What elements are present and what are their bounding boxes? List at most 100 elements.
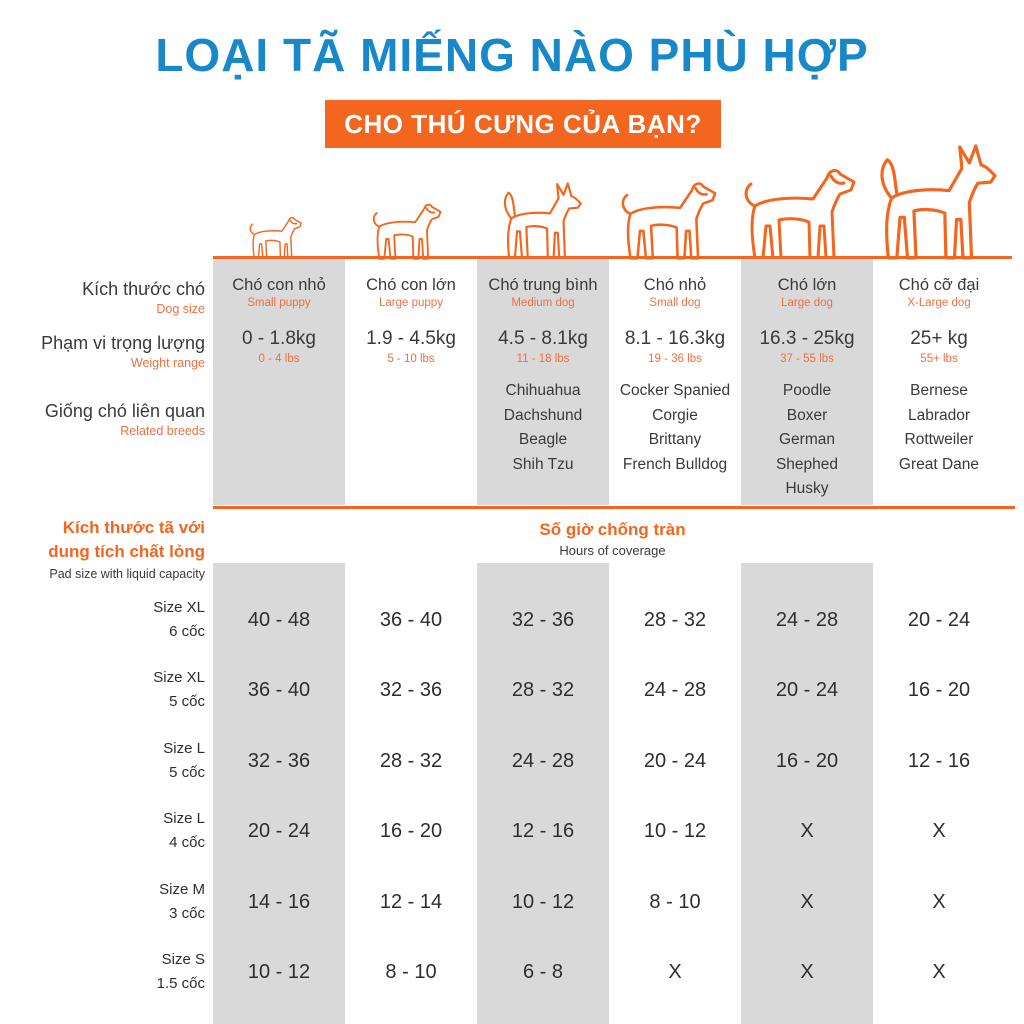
hours-value-cell: 12 - 16 [511, 819, 575, 842]
hours-value-cell: X [668, 960, 682, 983]
weight-range-kg: 8.1 - 16.3kg [624, 328, 726, 349]
pad-row-label: Size L 5 cốc [0, 726, 205, 796]
breed-name: French Bulldog [622, 455, 728, 473]
pad-row: Size S 1.5 cốc 10 - 12 8 - 10 6 - 8 X X X [0, 937, 1024, 1007]
row-label-dog-size: Kích thước chó Dog size [0, 278, 205, 318]
pad-size-heading-en: Pad size with liquid capacity [49, 567, 205, 581]
hours-value-cell: 10 - 12 [643, 819, 707, 842]
pad-row-label: Size M 3 cốc [0, 867, 205, 937]
pad-row: Size XL 6 cốc 40 - 48 36 - 40 32 - 36 28 - 32… [0, 585, 1024, 655]
dog-size-name-vi: Chó con lớn [366, 276, 456, 294]
breed-list: Cocker Spanied Corgie Brittany French Bulld… [609, 379, 741, 477]
ground-line [213, 256, 1012, 259]
dog-size-column: Chó trung bình Medium dog 4.5 - 8.1kg 11 - … [477, 259, 609, 505]
hours-value-cell: 20 - 24 [907, 608, 971, 631]
row-label-related-breeds-en: Related breeds [120, 424, 205, 438]
breed-name: Shephed [775, 455, 839, 473]
hours-value-cell: 28 - 32 [643, 608, 707, 631]
weight-range-lbs: 0 - 4 lbs [258, 353, 300, 365]
dog-size-column: Chó con lớn Large puppy 1.9 - 4.5kg 5 - 10 … [345, 259, 477, 505]
hours-value-cell: 8 - 10 [649, 890, 701, 913]
breed-name: Brittany [648, 431, 702, 448]
dog-outline-icon [249, 217, 302, 260]
weight-range-kg: 1.9 - 4.5kg [366, 328, 456, 349]
hours-value-cell: 36 - 40 [247, 678, 311, 701]
hours-heading: Số giờ chống tràn Hours of coverage [213, 519, 1012, 560]
breed-name: Corgie [652, 406, 698, 424]
dog-size-column: Chó con nhỏ Small puppy 0 - 1.8kg 0 - 4 lbs [213, 259, 345, 505]
breed-name: Chihuahua [505, 382, 581, 399]
pad-cups-label: 5 cốc [169, 693, 205, 710]
pad-size-heading-vi-line2: dung tích chất lỏng [48, 542, 205, 561]
hours-value-cell: 10 - 12 [247, 960, 311, 983]
breed-name: Labrador [907, 406, 971, 424]
pad-cups-label: 6 cốc [169, 623, 205, 640]
dog-size-name-en: Small dog [649, 297, 701, 309]
hours-value-cell: 16 - 20 [775, 749, 839, 772]
pad-row-label: Size XL 5 cốc [0, 655, 205, 725]
weight-range-lbs: 11 - 18 lbs [516, 353, 570, 365]
hours-value-cell: 28 - 32 [379, 749, 443, 772]
hours-value-cell: 32 - 36 [379, 678, 443, 701]
hours-value-cell: 16 - 20 [379, 819, 443, 842]
breed-list: Poodle Boxer German Shephed Husky [741, 379, 873, 502]
shaded-stripe [477, 563, 609, 1024]
pad-size-heading-vi-line1: Kích thước tã với [62, 518, 205, 537]
hours-value-cell: 12 - 14 [379, 890, 443, 913]
hours-value-cell: 36 - 40 [379, 608, 443, 631]
pad-row-label: Size L 4 cốc [0, 796, 205, 866]
row-label-dog-size-en: Dog size [156, 302, 205, 316]
hours-value-cell: 14 - 16 [247, 890, 311, 913]
pad-size-label: Size XL [153, 599, 205, 616]
weight-range-lbs: 37 - 55 lbs [780, 353, 834, 365]
breed-name: Cocker Spanied [619, 382, 731, 399]
hours-value-cell: 6 - 8 [522, 960, 564, 983]
breed-name: Rottweiler [904, 431, 974, 448]
shaded-stripe [741, 563, 873, 1024]
breed-list: Bernese Labrador Rottweiler Great Dane [873, 379, 1005, 477]
page-title: LOẠI TÃ MIẾNG NÀO PHÙ HỢP [155, 29, 869, 81]
hours-heading-vi: Số giờ chống tràn [539, 520, 686, 539]
pad-size-label: Size L [163, 740, 205, 757]
hours-value-cell: 40 - 48 [247, 608, 311, 631]
dog-size-column: Chó lớn Large dog 16.3 - 25kg 37 - 55 lbs Po… [741, 259, 873, 505]
dog-outline-icon [744, 169, 856, 260]
row-label-related-breeds: Giống chó liên quan Related breeds [0, 400, 205, 440]
section-divider-line [213, 506, 1015, 509]
breed-name: Great Dane [898, 455, 980, 473]
hours-value-cell: X [800, 890, 814, 913]
hours-value-cell: 28 - 32 [511, 678, 575, 701]
hours-value-cell: X [932, 819, 946, 842]
dog-outline-icon [879, 144, 997, 260]
pad-row: Size XL 5 cốc 36 - 40 32 - 36 28 - 32 24 - 28… [0, 655, 1024, 725]
hours-value-cell: 24 - 28 [775, 608, 839, 631]
pad-size-label: Size S [161, 951, 205, 968]
hours-value-cell: X [800, 960, 814, 983]
dog-size-name-vi: Chó trung bình [488, 276, 598, 294]
row-label-related-breeds-vi: Giống chó liên quan [44, 401, 205, 421]
subtitle-banner: CHO THÚ CƯNG CỦA BẠN? [325, 100, 721, 148]
breed-name: Shih Tzu [512, 455, 574, 473]
dog-size-name-en: Large puppy [379, 297, 443, 309]
dog-size-name-en: Large dog [781, 297, 833, 309]
hours-value-cell: 20 - 24 [643, 749, 707, 772]
pad-cups-label: 3 cốc [169, 905, 205, 922]
weight-range-kg: 0 - 1.8kg [242, 328, 316, 349]
pad-row: Size M 3 cốc 14 - 16 12 - 14 10 - 12 8 - 10 X X [0, 867, 1024, 937]
dog-size-name-en: Medium dog [511, 297, 575, 309]
dog-outline-icon [621, 182, 717, 260]
breed-name: Beagle [518, 431, 568, 448]
breed-name: Dachshund [503, 406, 583, 424]
hours-value-cell: 24 - 28 [643, 678, 707, 701]
dog-outline-icon [372, 203, 441, 260]
hours-value-cell: 20 - 24 [247, 819, 311, 842]
breed-name: Boxer [786, 406, 828, 424]
subtitle-text: CHO THÚ CƯNG CỦA BẠN? [344, 108, 702, 139]
dog-size-name-vi: Chó nhỏ [643, 276, 707, 294]
row-label-weight-range-vi: Phạm vi trọng lượng [41, 333, 205, 353]
hours-value-cell: 32 - 36 [247, 749, 311, 772]
weight-range-kg: 4.5 - 8.1kg [498, 328, 588, 349]
dog-size-column: Chó cỡ đại X-Large dog 25+ kg 55+ lbs Bernes… [873, 259, 1005, 505]
breed-list: Chihuahua Dachshund Beagle Shih Tzu [477, 379, 609, 477]
